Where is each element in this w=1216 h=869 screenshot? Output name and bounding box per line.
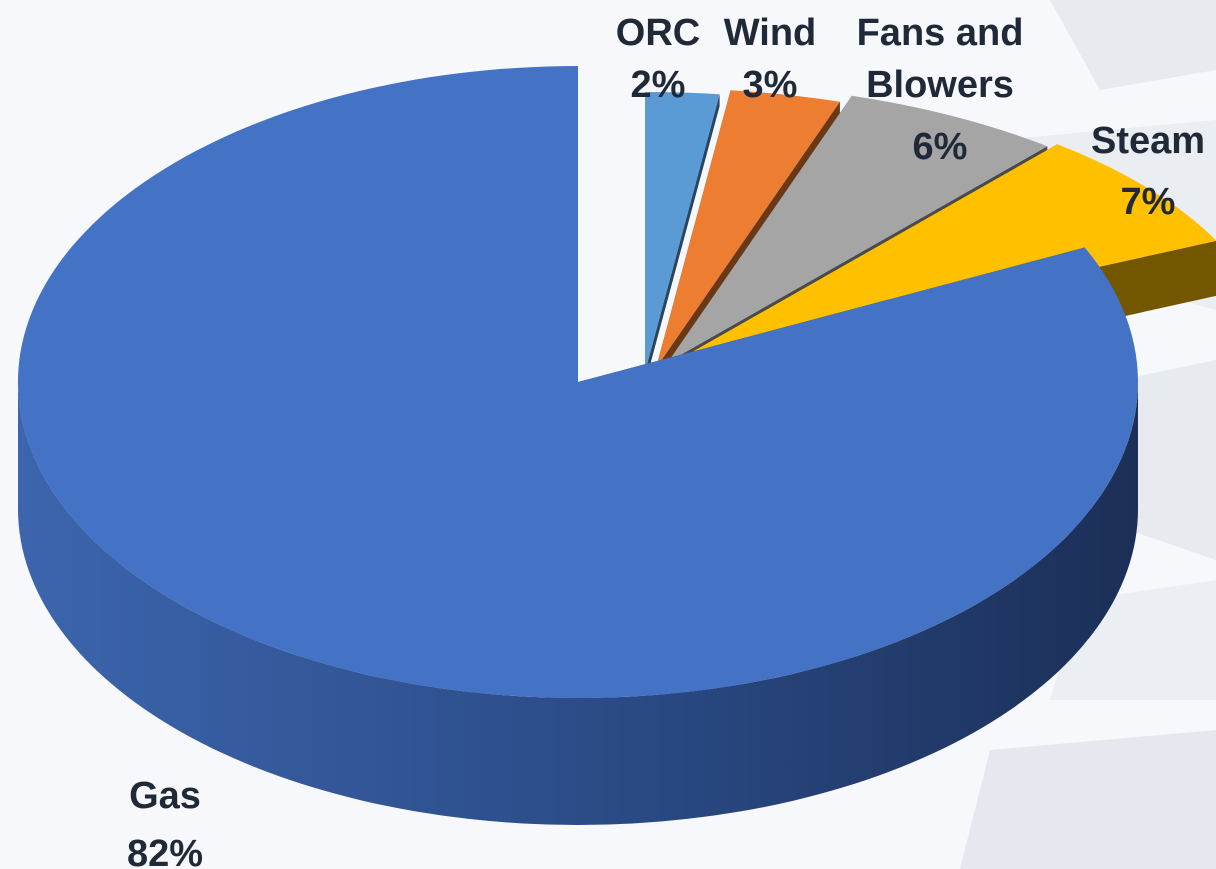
label-gas: Gas 82%: [127, 775, 203, 869]
label-steam: Steam 7%: [1091, 120, 1205, 223]
label-wind: Wind 3%: [724, 12, 817, 106]
slice-gas: [17, 65, 1138, 825]
label-wind-percent: 3%: [743, 64, 798, 106]
slice-wind-wall-end: [656, 101, 840, 380]
slice-gas-side: [18, 382, 1138, 825]
slice-orc: [645, 91, 720, 384]
pie-labels: ORC 2% Wind 3% Fans and Blowers 6% Steam 7% Gas 82…: [127, 12, 1205, 869]
label-orc-percent: 2%: [631, 64, 686, 106]
label-orc: ORC 2%: [616, 12, 700, 106]
label-steam-name: Steam: [1091, 120, 1205, 162]
slice-orc-top: [645, 91, 720, 372]
label-fans-and-blowers-name: Fans and: [857, 12, 1024, 54]
slice-wind-top: [656, 90, 840, 368]
pie-slices: [17, 65, 1216, 825]
label-orc-name: ORC: [616, 12, 700, 54]
label-steam-percent: 7%: [1121, 181, 1176, 223]
slice-gas-top: [17, 65, 1138, 699]
label-wind-name: Wind: [724, 12, 817, 54]
slice-orc-wall-end: [645, 94, 720, 384]
slice-wind: [656, 90, 840, 380]
label-fans-and-blowers: Fans and Blowers 6%: [857, 12, 1024, 168]
label-fans-and-blowers-name: Blowers: [866, 64, 1014, 106]
slice-steam-top: [678, 144, 1216, 360]
label-gas-name: Gas: [129, 775, 201, 817]
slice-fans-and-blowers-top: [668, 95, 1048, 362]
label-fans-and-blowers-percent: 6%: [913, 126, 968, 168]
label-gas-percent: 82%: [127, 833, 203, 869]
